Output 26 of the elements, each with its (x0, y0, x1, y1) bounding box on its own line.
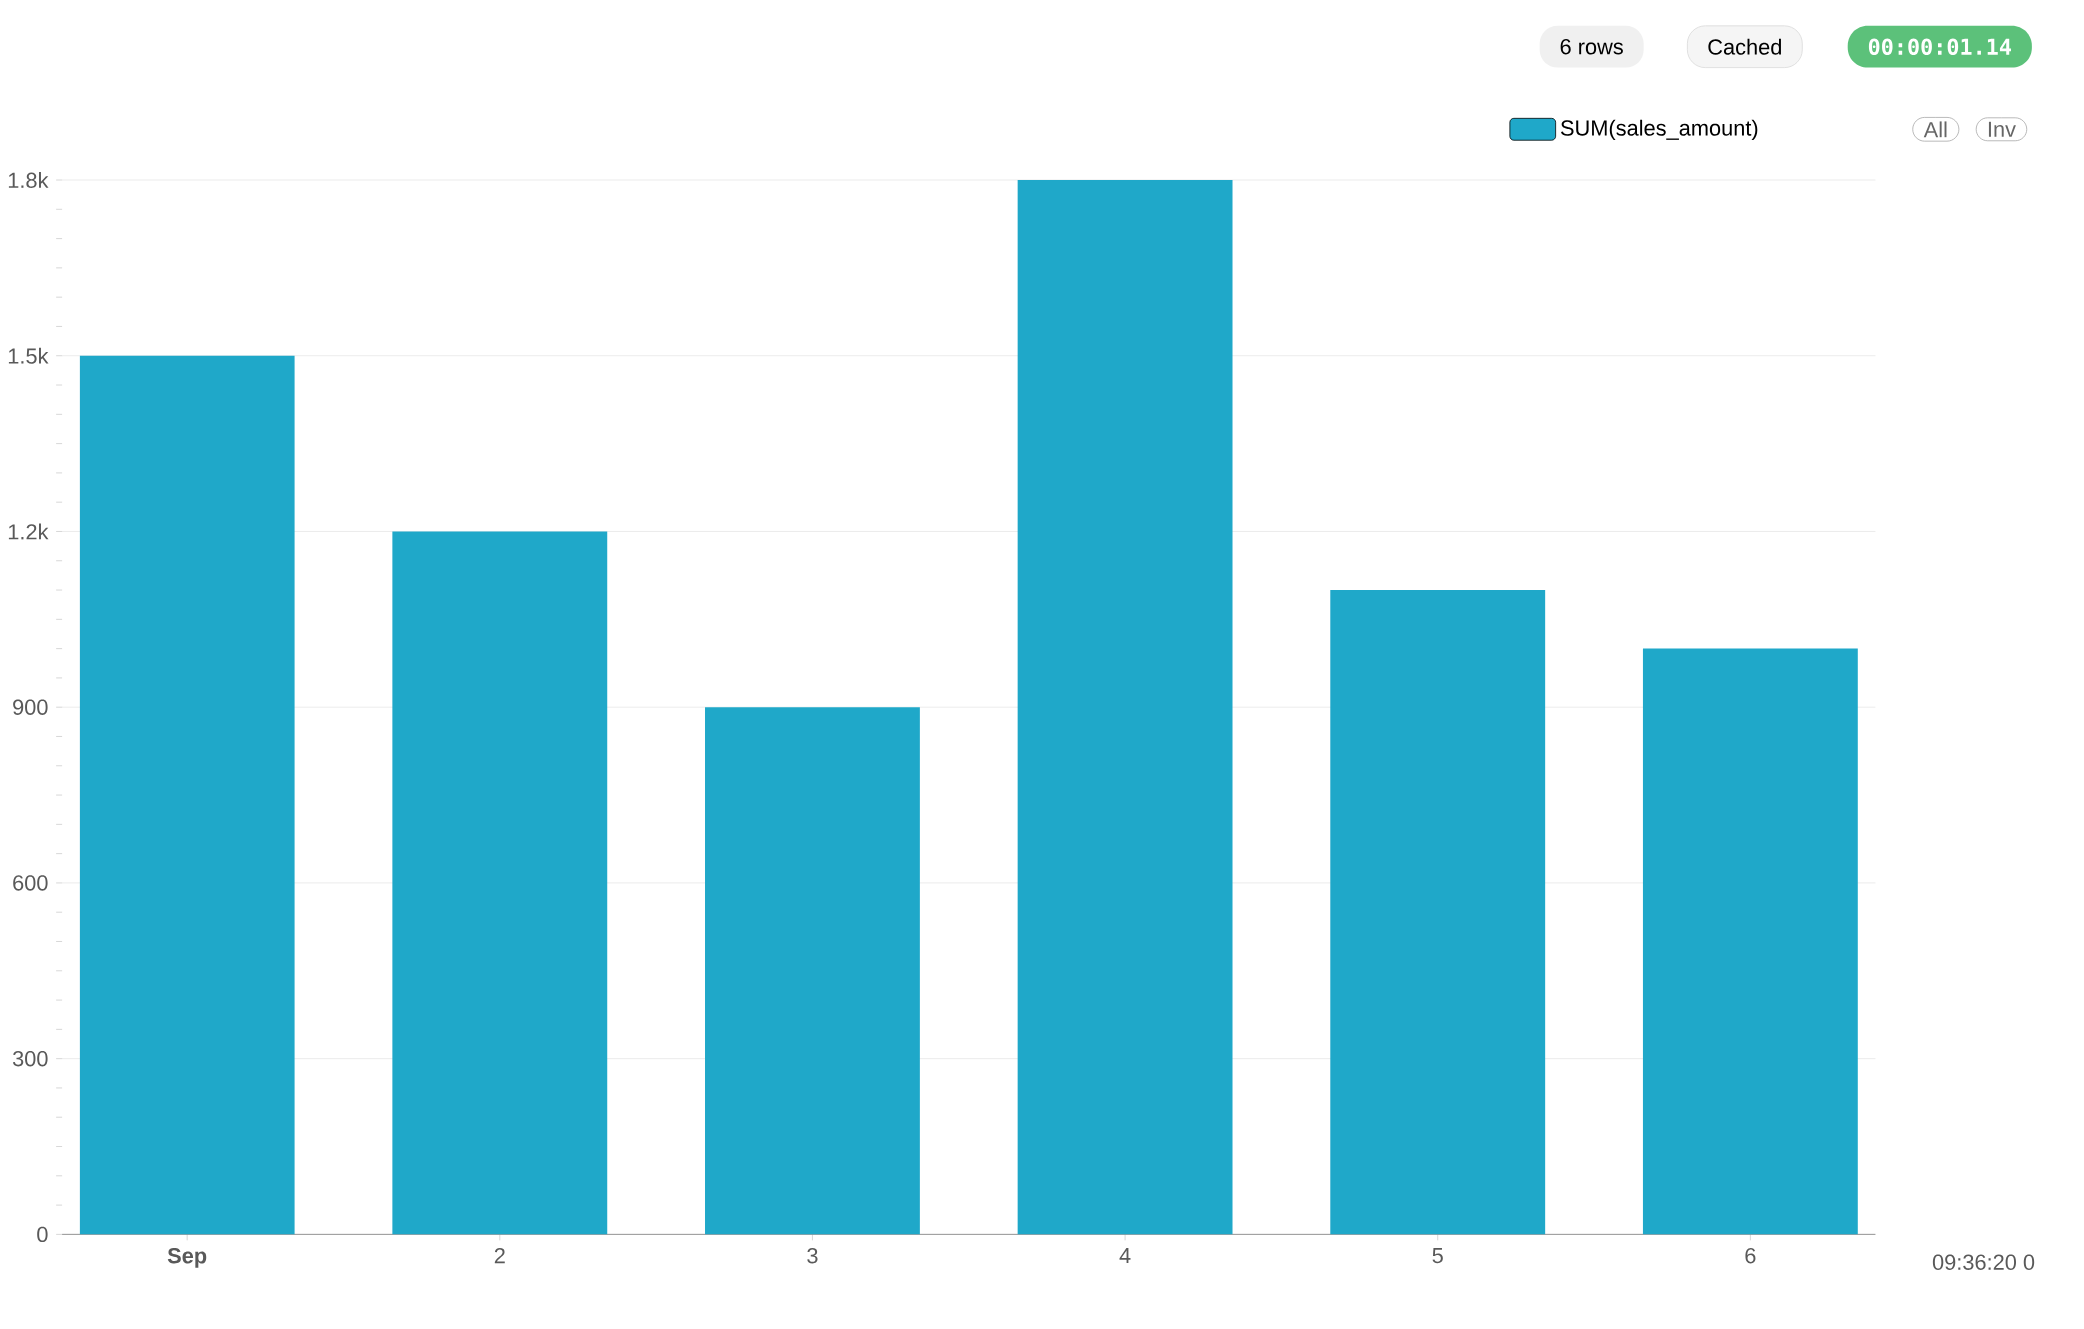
y-tick-label: 900 (13, 699, 48, 715)
y-tick-label: 1.2k (8, 523, 49, 540)
x-tick-label: 2 (494, 1248, 505, 1264)
text: Cached (1708, 38, 1781, 55)
y-tick-label: 1.8k (8, 172, 49, 189)
text: 6 rows (1560, 39, 1623, 55)
text: 09:36:20 0 (1932, 1254, 2035, 1271)
bar (1330, 590, 1546, 1235)
x-tick-label: 6 (1745, 1248, 1756, 1264)
x-tick-label: 5 (1432, 1248, 1443, 1264)
bar (79, 355, 295, 1235)
bar (1017, 180, 1233, 1235)
x-tick-label: Sep (167, 1248, 207, 1268)
y-tick-label: 300 (12, 1051, 48, 1067)
bar (705, 707, 920, 1235)
text: Inv (1988, 121, 2016, 137)
bar (392, 531, 608, 1235)
y-tick-label: 1.5k (8, 347, 49, 364)
y-tick-label: 0 (37, 1226, 48, 1243)
y-tick-label: 600 (13, 875, 48, 891)
text: 00:00:01.14 (1868, 38, 2011, 56)
legend-label: SUM(sales_amount) (1560, 119, 1758, 141)
x-tick-label: 3 (807, 1248, 818, 1264)
bar (1642, 648, 1858, 1235)
text: All (1923, 121, 1947, 138)
x-tick-label: 4 (1119, 1248, 1131, 1264)
